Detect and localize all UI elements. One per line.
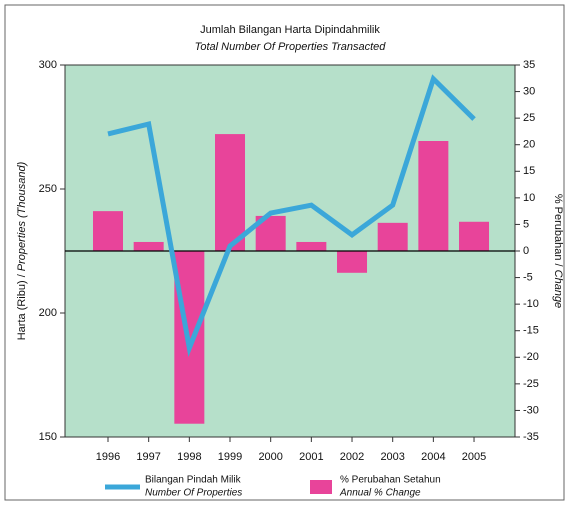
bar bbox=[459, 221, 490, 251]
y2-label-part: Change bbox=[552, 270, 564, 309]
legend-swatch bbox=[310, 480, 332, 494]
y-tick-label: 150 bbox=[39, 431, 57, 443]
legend-label: Number Of Properties bbox=[145, 488, 242, 499]
legend-label: % Perubahan Setahun bbox=[340, 475, 441, 486]
x-tick-label: 2005 bbox=[462, 451, 486, 463]
y2-tick-label: 15 bbox=[523, 165, 535, 177]
legend-label: Bilangan Pindah Milik bbox=[145, 475, 242, 486]
bar bbox=[337, 251, 368, 273]
y-label-part: Harta (Ribu) / bbox=[16, 271, 28, 340]
bar bbox=[215, 134, 246, 251]
x-tick-label: 1997 bbox=[136, 451, 160, 463]
y2-label-part: % Perubahan / bbox=[552, 194, 564, 270]
y-tick-label: 250 bbox=[39, 183, 57, 195]
y2-tick-label: -35 bbox=[523, 431, 539, 443]
x-tick-label: 2002 bbox=[340, 451, 364, 463]
chart-title: Jumlah Bilangan Harta Dipindahmilik bbox=[200, 24, 380, 36]
x-tick-label: 2000 bbox=[258, 451, 282, 463]
y2-tick-label: 10 bbox=[523, 192, 535, 204]
x-tick-label: 1999 bbox=[218, 451, 242, 463]
y2-tick-label: -25 bbox=[523, 378, 539, 390]
bar bbox=[377, 222, 408, 251]
y2-tick-label: 0 bbox=[523, 245, 529, 257]
x-tick-label: 1998 bbox=[177, 451, 201, 463]
y2-tick-label: -5 bbox=[523, 271, 533, 283]
y2-tick-label: 25 bbox=[523, 112, 535, 124]
y2-axis-label: % Perubahan / Change bbox=[552, 194, 564, 308]
y2-tick-label: 35 bbox=[523, 59, 535, 71]
x-tick-label: 2004 bbox=[421, 451, 445, 463]
y2-tick-label: -20 bbox=[523, 351, 539, 363]
y2-tick-label: -30 bbox=[523, 404, 539, 416]
y-axis-label: Harta (Ribu) / Properties (Thousand) bbox=[16, 161, 28, 340]
y-label-part: Properties (Thousand) bbox=[16, 161, 28, 271]
y-tick-label: 200 bbox=[39, 307, 57, 319]
bar bbox=[418, 140, 449, 251]
bar bbox=[133, 241, 164, 251]
x-tick-label: 1996 bbox=[96, 451, 120, 463]
chart-subtitle: Total Number Of Properties Transacted bbox=[195, 41, 387, 53]
x-tick-label: 2003 bbox=[380, 451, 404, 463]
legend-label: Annual % Change bbox=[339, 488, 421, 499]
line bbox=[107, 74, 476, 357]
y2-tick-label: 5 bbox=[523, 218, 529, 230]
x-tick-label: 2001 bbox=[299, 451, 323, 463]
bar bbox=[93, 211, 123, 251]
y-tick-label: 300 bbox=[39, 59, 57, 71]
y2-tick-label: 30 bbox=[523, 85, 535, 97]
y2-tick-label: -10 bbox=[523, 298, 539, 310]
y2-tick-label: 20 bbox=[523, 139, 535, 151]
bar bbox=[296, 241, 327, 251]
y2-tick-label: -15 bbox=[523, 325, 539, 337]
